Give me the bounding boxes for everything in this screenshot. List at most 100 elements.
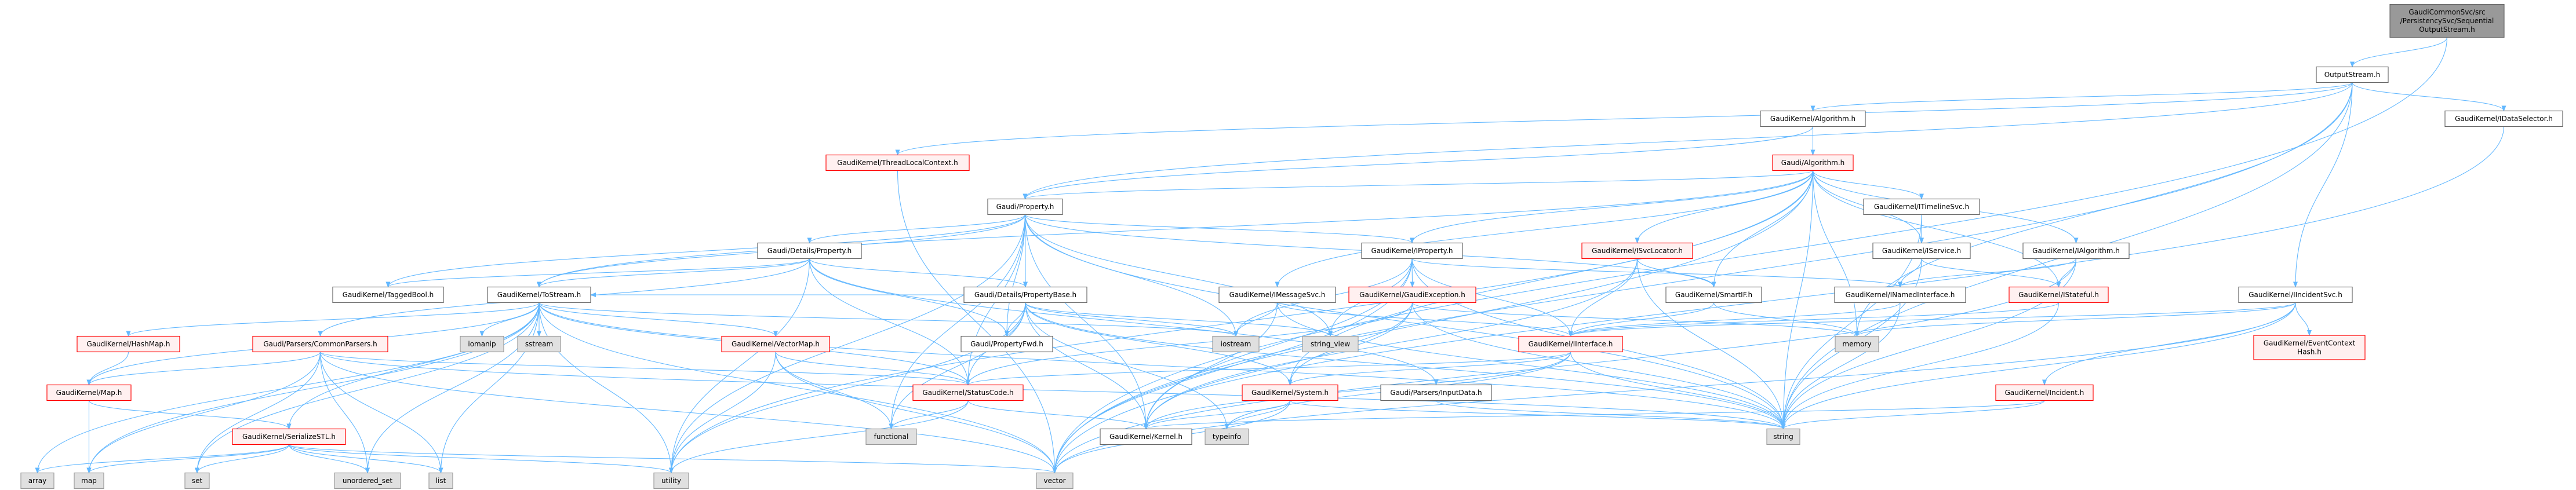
node-istateful[interactable]: GaudiKernel/IStateful.h xyxy=(2009,286,2109,303)
edge-statuscode-to-kernel xyxy=(967,400,1148,430)
edges xyxy=(35,37,2506,474)
node-tostream[interactable]: GaudiKernel/ToStream.h xyxy=(487,286,591,303)
edge-details_property-to-inputdata xyxy=(809,258,1439,386)
node-itimelinesvc[interactable]: GaudiKernel/ITimelineSvc.h xyxy=(1863,198,1980,215)
edge-g_algorithm-to-tostream xyxy=(537,170,1814,288)
node-vector[interactable]: vector xyxy=(1036,472,1074,489)
edge-tostream-to-string xyxy=(539,302,1786,430)
node-hashmap[interactable]: GaudiKernel/HashMap.h xyxy=(77,335,180,353)
node-set[interactable]: set xyxy=(184,472,210,489)
node-iincidentsvc[interactable]: GaudiKernel/IIncidentSvc.h xyxy=(2238,286,2353,303)
node-sstream[interactable]: sstream xyxy=(517,335,561,353)
edge-propertybase-to-kernel xyxy=(1025,302,1148,430)
node-imessagesvc[interactable]: GaudiKernel/IMessageSvc.h xyxy=(1218,286,1336,303)
node-map-h[interactable]: GaudiKernel/Map.h xyxy=(46,384,132,401)
edge-propertybase-to-string_view xyxy=(1025,302,1333,337)
node-label: Gaudi/Parsers/InputData.h xyxy=(1390,389,1482,397)
edge-details_property-to-taggedbool xyxy=(385,258,810,288)
node-string[interactable]: string xyxy=(1766,428,1800,445)
node-isvclocator[interactable]: GaudiKernel/ISvcLocator.h xyxy=(1581,242,1693,259)
node-idataselector[interactable]: GaudiKernel/IDataSelector.h xyxy=(2444,110,2563,127)
node-iostream[interactable]: iostream xyxy=(1212,335,1260,353)
node-vectormap[interactable]: GaudiKernel/VectorMap.h xyxy=(721,335,830,353)
edge-property-to-kernel xyxy=(1024,214,1148,430)
node-details-property[interactable]: Gaudi/Details/Property.h xyxy=(757,242,862,259)
node-threadlocal[interactable]: GaudiKernel/ThreadLocalContext.h xyxy=(825,154,970,171)
node-box xyxy=(1218,286,1336,303)
edge-iinterface-to-string xyxy=(1570,352,1786,430)
node-label: GaudiKernel/ISvcLocator.h xyxy=(1592,247,1683,255)
node-label: GaudiKernel/GaudiException.h xyxy=(1359,291,1465,299)
node-box xyxy=(1995,384,2094,401)
node-inputdata[interactable]: Gaudi/Parsers/InputData.h xyxy=(1380,384,1492,401)
edge-root-to-vector xyxy=(1052,37,2448,474)
node-commonparsers[interactable]: Gaudi/Parsers/CommonParsers.h xyxy=(252,335,388,353)
node-iservice[interactable]: GaudiKernel/IService.h xyxy=(1872,242,1971,259)
node-statuscode[interactable]: GaudiKernel/StatusCode.h xyxy=(912,384,1024,401)
node-box xyxy=(20,472,54,489)
node-label: Gaudi/Algorithm.h xyxy=(1781,159,1844,167)
edge-outputstream-to-property xyxy=(1023,82,2353,200)
edge-iproperty-to-kernel xyxy=(1144,258,1413,430)
edge-commonparsers-to-statuscode xyxy=(319,352,970,386)
node-outputstream[interactable]: OutputStream.h xyxy=(2316,66,2389,83)
node-incident[interactable]: GaudiKernel/Incident.h xyxy=(1995,384,2094,401)
edge-statuscode-to-utility xyxy=(669,400,969,474)
node-taggedbool[interactable]: GaudiKernel/TaggedBool.h xyxy=(332,286,444,303)
node-box xyxy=(963,286,1087,303)
node-list[interactable]: list xyxy=(428,472,453,489)
edge-serializestl-to-unordered_set xyxy=(288,444,370,474)
edge-isvclocator-to-smartif xyxy=(1636,258,1716,288)
node-label: GaudiKernel/HashMap.h xyxy=(87,340,170,348)
node-iproperty[interactable]: GaudiKernel/IProperty.h xyxy=(1361,242,1463,259)
node-inamedinterface[interactable]: GaudiKernel/INamedInterface.h xyxy=(1834,286,1966,303)
edge-property-to-string_view xyxy=(1024,214,1333,337)
edge-propertybase-to-system xyxy=(1025,302,1293,386)
node-map[interactable]: map xyxy=(74,472,104,489)
node-ialgorithm[interactable]: GaudiKernel/IAlgorithm.h xyxy=(2022,242,2130,259)
node-box xyxy=(1665,286,1762,303)
edge-g_algorithm-to-property xyxy=(1023,170,1814,200)
node-string-view[interactable]: string_view xyxy=(1302,335,1359,353)
node-label: array xyxy=(28,477,46,485)
node-label: functional xyxy=(874,433,909,441)
node-array[interactable]: array xyxy=(20,472,54,489)
node-property[interactable]: Gaudi/Property.h xyxy=(987,198,1063,215)
node-box xyxy=(1212,335,1260,353)
edge-vectormap-to-statuscode xyxy=(775,352,970,386)
node-propertybase[interactable]: Gaudi/Details/PropertyBase.h xyxy=(963,286,1087,303)
node-gk-algorithm[interactable]: GaudiKernel/Algorithm.h xyxy=(1760,110,1866,127)
node-label: GaudiKernel/Algorithm.h xyxy=(1770,115,1855,123)
node-label: GaudiKernel/SerializeSTL.h xyxy=(242,433,336,441)
edge-property-to-taggedbool xyxy=(385,214,1026,288)
node-iinterface[interactable]: GaudiKernel/IInterface.h xyxy=(1518,335,1623,353)
node-root[interactable]: GaudiCommonSvc/src/PersistencySvc/Sequen… xyxy=(2389,3,2505,38)
node-typeinfo[interactable]: typeinfo xyxy=(1205,428,1249,445)
edge-system-to-typeinfo xyxy=(1224,400,1291,430)
node-gaudiexception[interactable]: GaudiKernel/GaudiException.h xyxy=(1348,286,1476,303)
node-box xyxy=(1834,286,1966,303)
node-functional[interactable]: functional xyxy=(865,428,917,445)
node-box xyxy=(1518,335,1623,353)
node-label: Gaudi/Parsers/CommonParsers.h xyxy=(263,340,377,348)
node-utility[interactable]: utility xyxy=(653,472,689,489)
node-system[interactable]: GaudiKernel/System.h xyxy=(1242,384,1338,401)
node-label: GaudiKernel/IInterface.h xyxy=(1529,340,1613,348)
node-serializestl[interactable]: GaudiKernel/SerializeSTL.h xyxy=(232,428,346,445)
node-kernel[interactable]: GaudiKernel/Kernel.h xyxy=(1100,428,1192,445)
node-label: GaudiKernel/ThreadLocalContext.h xyxy=(837,159,958,167)
edge-serializestl-to-set xyxy=(195,444,290,474)
node-label: GaudiKernel/StatusCode.h xyxy=(922,389,1013,397)
node-smartif[interactable]: GaudiKernel/SmartIF.h xyxy=(1665,286,1762,303)
node-box xyxy=(825,154,970,171)
node-g-algorithm[interactable]: Gaudi/Algorithm.h xyxy=(1772,154,1854,171)
node-label: GaudiKernel/SmartIF.h xyxy=(1675,291,1752,299)
node-memory[interactable]: memory xyxy=(1835,335,1879,353)
node-iomanip[interactable]: iomanip xyxy=(460,335,504,353)
node-propertyfwd[interactable]: Gaudi/PropertyFwd.h xyxy=(960,335,1053,353)
node-label: GaudiKernel/VectorMap.h xyxy=(732,340,820,348)
node-unordered-set[interactable]: unordered_set xyxy=(334,472,401,489)
edge-system-to-string xyxy=(1289,400,1786,430)
node-box xyxy=(2022,242,2130,259)
